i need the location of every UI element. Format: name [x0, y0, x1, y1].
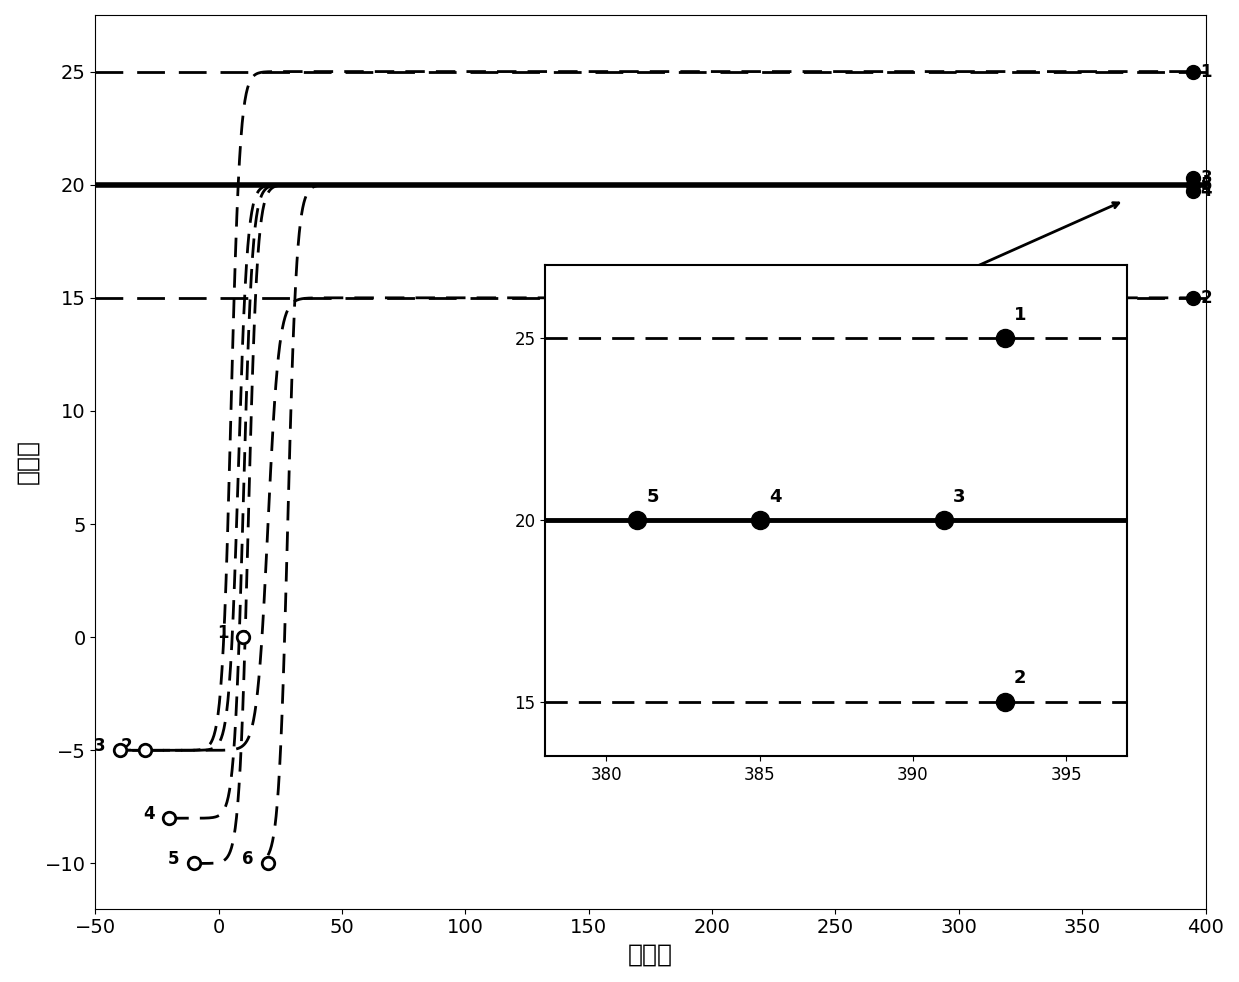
Text: 5: 5	[167, 850, 180, 868]
Text: 2: 2	[1201, 289, 1212, 306]
Text: 1: 1	[1014, 305, 1027, 324]
Text: 5: 5	[647, 487, 659, 506]
Text: 1: 1	[1201, 63, 1212, 81]
Text: 3: 3	[1201, 169, 1212, 187]
Text: 1: 1	[217, 624, 228, 641]
Y-axis label: 纵坐标: 纵坐标	[15, 439, 38, 484]
Text: 2: 2	[120, 736, 133, 755]
X-axis label: 横坐标: 横坐标	[628, 943, 673, 967]
Text: 4: 4	[1201, 183, 1212, 200]
Text: 2: 2	[1014, 670, 1027, 687]
Text: 4: 4	[142, 804, 155, 823]
Text: 4: 4	[769, 487, 782, 506]
Text: 3: 3	[93, 736, 105, 755]
Text: 6: 6	[242, 850, 253, 868]
Text: 3: 3	[953, 487, 965, 506]
Text: 5: 5	[1201, 176, 1212, 193]
